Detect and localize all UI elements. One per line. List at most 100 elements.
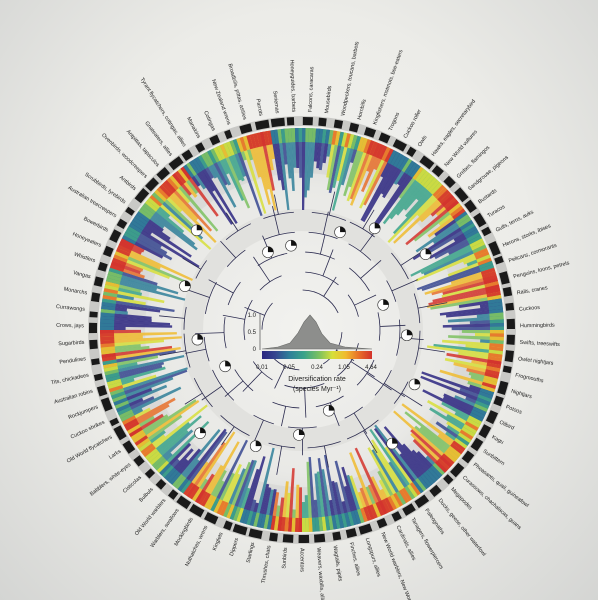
tip-wedge-outer xyxy=(398,156,410,171)
node-pie-slice xyxy=(197,334,203,340)
tip-wedge xyxy=(189,160,234,225)
clade-bar xyxy=(419,155,435,170)
tip-wedge xyxy=(317,458,331,531)
branch-spoke xyxy=(253,419,264,443)
branch-arc xyxy=(349,221,375,238)
clade-bar xyxy=(376,517,388,529)
tip-wedge-outer xyxy=(236,137,245,153)
clade-bar xyxy=(181,149,194,161)
tip-wedge xyxy=(390,438,432,488)
tip-wedge-outer xyxy=(110,391,126,400)
tip-wedge-outer xyxy=(441,453,455,466)
clade-bar xyxy=(125,206,135,216)
tip-wedge-outer xyxy=(103,365,119,372)
clade-label: Manakins xyxy=(185,116,201,139)
tip-wedge xyxy=(314,473,324,532)
tip-wedge-outer xyxy=(298,517,302,532)
tip-wedge-outer xyxy=(236,507,244,523)
clade-label: Trogons xyxy=(388,111,402,132)
clade-label: Cardinals, allies xyxy=(395,525,417,562)
tip-wedge-outer xyxy=(177,168,189,182)
tip-wedge-outer xyxy=(487,356,503,362)
branch-spoke xyxy=(400,252,421,266)
clade-bar xyxy=(93,276,104,287)
tip-wedge-outer xyxy=(437,189,450,202)
tip-wedge-outer xyxy=(210,148,220,163)
tip-wedge-outer xyxy=(375,144,385,159)
clade-bar xyxy=(454,187,469,203)
tip-wedge-outer xyxy=(489,330,504,334)
clade-label: Ovenbirds, woodcreepers xyxy=(100,132,148,180)
tip-wedge-outer xyxy=(123,231,138,242)
clade-bar xyxy=(144,468,156,479)
tip-wedge xyxy=(109,367,188,396)
tip-wedge-outer xyxy=(487,298,503,304)
tip-wedge-outer xyxy=(437,458,450,471)
node-pie-slice xyxy=(200,427,206,434)
tip-wedge-outer xyxy=(366,505,375,520)
inset-y-tick-2: 1.0 xyxy=(248,313,257,319)
tip-wedge xyxy=(180,431,228,494)
tip-wedge xyxy=(101,346,181,362)
clade-bar xyxy=(470,437,484,452)
tip-wedge-outer xyxy=(489,339,504,345)
tip-wedge-outer xyxy=(273,516,280,531)
tip-wedge-outer xyxy=(101,349,116,355)
tip-wedge-outer xyxy=(239,136,248,152)
clade-label: Sunbittern xyxy=(482,449,506,468)
tip-wedge xyxy=(439,305,503,316)
branch-spoke xyxy=(182,257,202,270)
tip-wedge-outer xyxy=(422,175,435,189)
tip-wedge-outer xyxy=(409,164,421,179)
tip-wedge-outer xyxy=(177,478,189,492)
clade-label: Vangas xyxy=(72,270,91,280)
tip-wedge-outer xyxy=(277,129,283,144)
tip-wedge-outer xyxy=(417,476,430,490)
tip-wedge-outer xyxy=(311,128,317,143)
tip-wedge-outer xyxy=(256,132,264,147)
clade-label: Woodpeckers, toucans, barbets xyxy=(340,41,360,117)
tip-wedge xyxy=(149,194,212,250)
tip-wedge-outer xyxy=(390,151,401,166)
tip-wedge-outer xyxy=(331,130,338,145)
tip-wedge-outer xyxy=(246,510,254,526)
clade-bar xyxy=(481,226,492,237)
tip-wedge-outer xyxy=(203,494,214,509)
tip-wedge-outer xyxy=(151,455,165,468)
tip-wedge xyxy=(100,319,171,326)
branch-arc xyxy=(414,330,421,365)
tip-wedge xyxy=(106,366,166,386)
tip-wedge-outer xyxy=(459,219,474,231)
branch-spoke xyxy=(391,279,418,292)
tip-wedge xyxy=(159,184,217,243)
clade-bar xyxy=(358,523,373,535)
tip-wedge xyxy=(328,131,345,194)
tip-wedge-outer xyxy=(102,359,117,366)
tip-wedge-outer xyxy=(479,264,495,273)
tip-wedge xyxy=(204,151,237,208)
clade-bar xyxy=(204,512,219,525)
clade-bar xyxy=(113,425,127,441)
inset-x-tick-1: 0.05 xyxy=(283,365,295,371)
clade-label: Nightjars xyxy=(510,389,532,401)
tip-wedge-outer xyxy=(125,421,140,431)
tip-wedge-outer xyxy=(482,378,498,386)
node-pie-slice xyxy=(374,222,381,229)
tip-wedge xyxy=(200,441,240,507)
tip-wedge-outer xyxy=(105,375,121,383)
clade-bar xyxy=(502,286,513,297)
tip-wedge-outer xyxy=(407,162,419,177)
tip-wedge-outer xyxy=(432,462,445,476)
clade-label: Broadbills, pittas, asities xyxy=(226,63,247,121)
branch-spoke xyxy=(159,315,185,319)
clade-bar xyxy=(499,271,510,285)
tip-wedge-outer xyxy=(114,250,130,260)
tip-wedge xyxy=(185,441,226,498)
tip-wedge-outer xyxy=(478,260,494,269)
branch-spoke xyxy=(328,191,336,216)
tip-wedge-outer xyxy=(463,424,477,435)
tip-wedge-outer xyxy=(100,333,115,338)
branch-spoke xyxy=(322,211,329,235)
tip-wedge xyxy=(134,400,200,446)
